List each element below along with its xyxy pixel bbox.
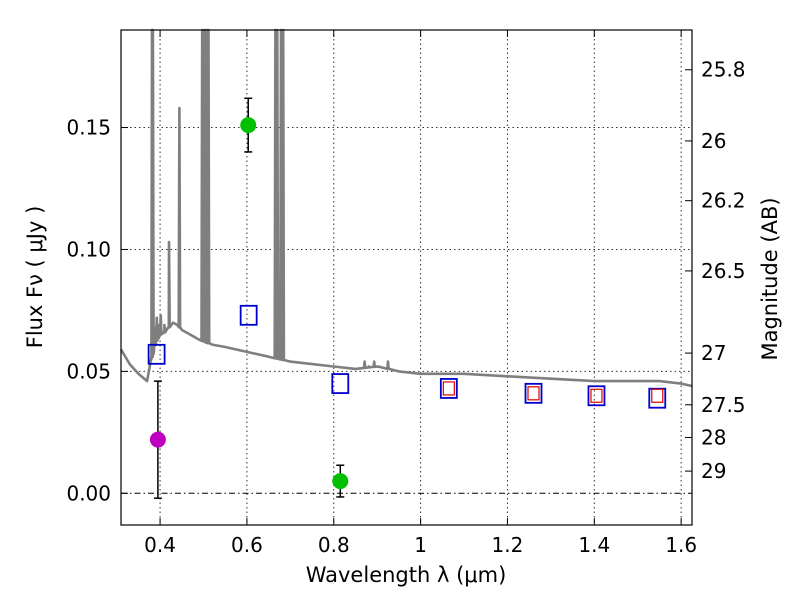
right-tick-label: 27 [701, 341, 726, 365]
model-square-red [442, 381, 455, 396]
y-tick-label: 0.00 [66, 481, 111, 505]
model-square-blue [147, 343, 166, 365]
data-point [332, 473, 349, 490]
model-square-red [527, 386, 540, 401]
data-point [240, 117, 257, 134]
x-tick-label: 1.6 [665, 533, 697, 557]
right-tick-label: 27.5 [701, 393, 746, 417]
right-tick-label: 28 [701, 425, 726, 449]
model-sed-layer [119, 28, 693, 388]
ticks-layer: 0.4 0.6 0.8 1 1.2 1.4 1.6 0.00 0.05 0.10 0.15 25.8 2… [66, 30, 746, 557]
x-tick-label: 1.4 [578, 533, 610, 557]
model-square-blue [524, 382, 543, 404]
y-axis-right-title: Magnitude (AB) [758, 197, 782, 360]
right-tick-label: 26 [701, 129, 726, 153]
model-square-red [651, 388, 664, 403]
plot-frame [120, 29, 693, 526]
right-tick-label: 26.5 [701, 259, 746, 283]
model-square-blue [239, 304, 258, 326]
y-axis-title: Flux Fν ( μJy ) [23, 206, 47, 349]
data-points-layer [147, 97, 667, 499]
x-tick-label: 0.8 [318, 533, 350, 557]
right-tick-label: 26.2 [701, 189, 746, 213]
model-square-blue [439, 378, 458, 399]
model-square-blue [331, 373, 350, 394]
model-square-blue [587, 385, 606, 407]
model-sed-line [119, 28, 693, 388]
x-tick-label: 0.4 [144, 533, 176, 557]
x-tick-label: 1.2 [492, 533, 524, 557]
x-tick-label: 0.6 [231, 533, 263, 557]
y-tick-label: 0.10 [66, 237, 111, 261]
grid-layer [121, 30, 692, 525]
y-tick-label: 0.15 [66, 116, 111, 140]
model-square-red [590, 388, 603, 403]
right-tick-label: 25.8 [701, 58, 746, 82]
x-tick-label: 1 [414, 533, 427, 557]
x-axis-title: Wavelength λ (μm) [306, 563, 507, 587]
data-point [149, 431, 166, 448]
right-tick-label: 29 [701, 459, 726, 483]
y-tick-label: 0.05 [66, 359, 111, 383]
